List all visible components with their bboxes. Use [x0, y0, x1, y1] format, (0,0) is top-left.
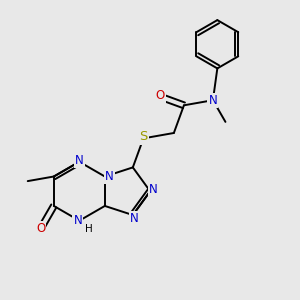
Text: N: N [75, 154, 84, 167]
Text: S: S [139, 130, 148, 143]
Text: N: N [208, 94, 217, 107]
Text: N: N [105, 170, 114, 183]
Text: N: N [74, 214, 82, 227]
Text: O: O [156, 89, 165, 102]
Text: O: O [36, 222, 45, 236]
Text: N: N [149, 183, 158, 196]
Text: H: H [85, 224, 93, 234]
Text: N: N [130, 212, 139, 225]
